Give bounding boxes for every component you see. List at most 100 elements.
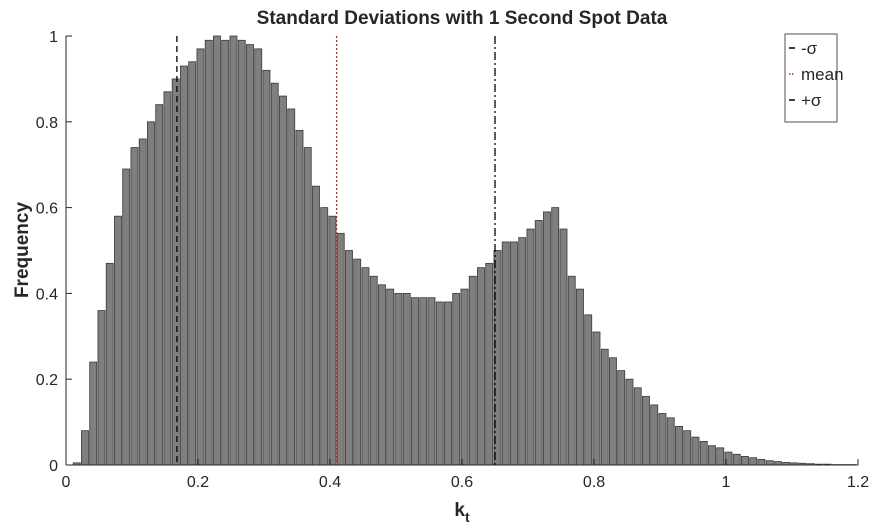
bar <box>180 65 188 466</box>
bar <box>518 237 527 466</box>
bar <box>642 395 650 466</box>
bar <box>576 288 584 466</box>
bar <box>295 129 304 466</box>
bar <box>765 460 774 466</box>
bar <box>402 292 411 466</box>
bar <box>163 91 172 466</box>
y-tick-label: 0.8 <box>36 115 58 132</box>
bar <box>543 211 551 466</box>
bar <box>122 168 131 466</box>
bar <box>477 267 485 466</box>
bar <box>468 275 477 466</box>
bar <box>427 297 436 466</box>
bar <box>444 301 452 466</box>
x-tick-label: 0.4 <box>319 474 341 491</box>
bar <box>81 430 89 466</box>
bar <box>609 357 617 466</box>
y-tick-label: 1 <box>49 29 58 46</box>
bar <box>213 35 221 466</box>
bar <box>741 456 749 466</box>
bar <box>534 220 543 466</box>
bar <box>757 459 766 466</box>
bar <box>650 404 659 466</box>
x-label-main: k <box>454 500 465 521</box>
bar <box>526 228 535 466</box>
legend-label: -σ <box>801 39 818 58</box>
bar <box>551 207 560 466</box>
bar <box>625 378 634 466</box>
y-tick-label: 0 <box>49 458 58 475</box>
bar <box>501 241 510 466</box>
bar <box>270 82 279 466</box>
bar <box>287 108 296 466</box>
x-label-subscript: t <box>465 509 470 525</box>
x-tick-label: 0 <box>62 474 71 491</box>
bar <box>262 69 271 466</box>
bar <box>378 284 386 466</box>
bar <box>386 288 395 466</box>
bar <box>171 78 180 466</box>
bar <box>435 301 444 466</box>
bar <box>138 138 147 466</box>
bar <box>452 292 461 466</box>
x-tick-label: 0.8 <box>583 474 605 491</box>
bar <box>675 425 683 466</box>
bar <box>394 292 403 466</box>
bar <box>130 147 139 466</box>
bar <box>633 387 642 466</box>
legend-label: +σ <box>801 91 822 110</box>
x-axis-label: kt <box>454 500 470 525</box>
bar <box>708 445 716 466</box>
bar <box>353 258 362 466</box>
bar <box>254 48 263 466</box>
bar <box>774 461 782 466</box>
bar <box>683 430 692 466</box>
bar <box>196 48 205 466</box>
bar <box>97 310 106 466</box>
bar <box>361 267 370 466</box>
bar <box>237 39 246 466</box>
y-axis-label: Frequency <box>12 202 33 299</box>
bar <box>105 262 114 466</box>
bar <box>666 417 675 466</box>
bar <box>328 215 337 466</box>
bar <box>584 314 593 466</box>
bar <box>303 147 312 466</box>
bar <box>147 121 155 466</box>
bar <box>114 215 122 466</box>
bar <box>320 207 329 466</box>
bar <box>419 297 428 466</box>
bar <box>312 185 320 466</box>
bar <box>716 447 725 466</box>
bar <box>691 436 700 466</box>
bar <box>510 241 518 466</box>
bar <box>279 95 287 466</box>
bar <box>732 453 741 466</box>
bar <box>567 275 576 466</box>
x-tick-label: 1 <box>722 474 731 491</box>
y-tick-label: 0.4 <box>36 286 58 303</box>
x-tick-label: 0.6 <box>451 474 473 491</box>
bar <box>345 250 353 466</box>
bar <box>369 275 378 466</box>
bar <box>485 262 494 466</box>
y-tick-label: 0.2 <box>36 372 58 389</box>
bar <box>559 228 568 466</box>
chart-title: Standard Deviations with 1 Second Spot D… <box>257 8 668 29</box>
bar <box>336 232 345 466</box>
legend-label: mean <box>801 65 844 84</box>
bar <box>658 413 667 466</box>
bar <box>617 370 626 466</box>
bar <box>460 288 469 466</box>
bar <box>749 457 758 466</box>
bar <box>699 441 708 466</box>
x-tick-label: 0.2 <box>187 474 209 491</box>
bar <box>592 331 601 466</box>
bar <box>188 61 197 466</box>
bar <box>204 39 213 466</box>
bar <box>246 44 254 466</box>
bar <box>155 104 164 466</box>
bar <box>221 39 230 466</box>
bar <box>600 348 609 466</box>
